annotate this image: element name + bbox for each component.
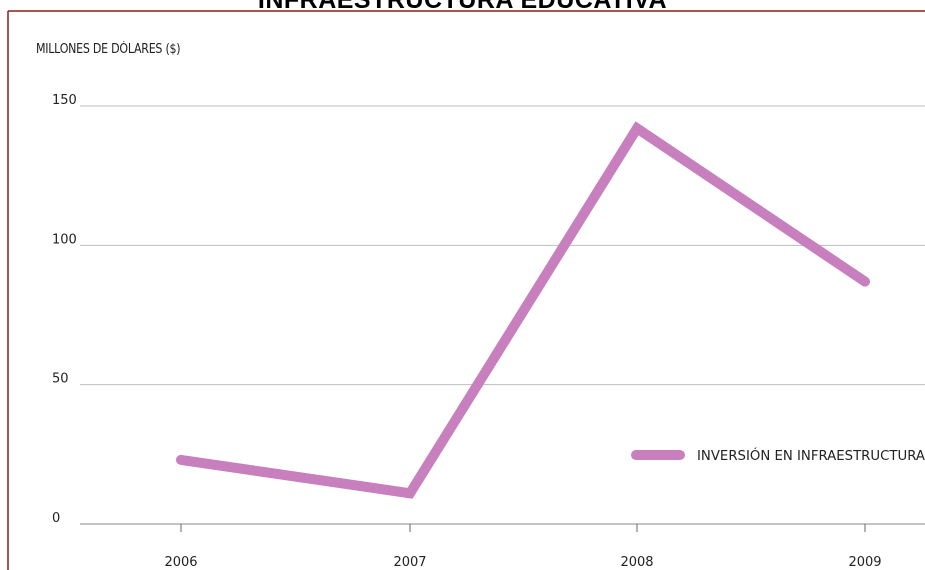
x-tick-label: 2006 xyxy=(164,555,197,570)
y-tick-label: 0 xyxy=(52,511,60,526)
y-tick-label: 150 xyxy=(52,93,77,108)
x-tick-label: 2007 xyxy=(393,555,426,570)
legend-label: INVERSIÓN EN INFRAESTRUCTURA xyxy=(697,448,925,464)
data-point xyxy=(409,492,411,494)
y-tick-label: 50 xyxy=(52,372,69,387)
data-point xyxy=(180,459,182,461)
x-tick-label: 2008 xyxy=(620,555,653,570)
data-point xyxy=(864,281,866,283)
data-point xyxy=(636,127,638,129)
series-line xyxy=(176,121,870,499)
x-tick-label: 2009 xyxy=(848,555,881,570)
y-tick-label: 100 xyxy=(52,232,77,247)
y-axis-label: MILLONES DE DÓLARES ($) xyxy=(36,42,181,57)
